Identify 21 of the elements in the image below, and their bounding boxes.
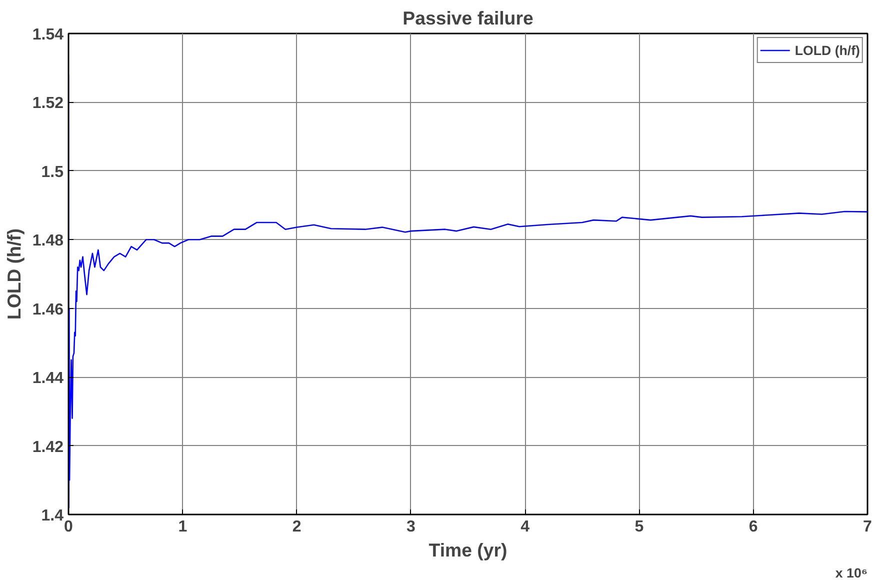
y-axis-title: LOLD (h/f) (3, 228, 24, 320)
y-tick-label: 1.46 (32, 301, 64, 318)
x-tick-label: 2 (292, 518, 302, 536)
y-tick-label: 1.54 (32, 26, 64, 44)
y-tick-label: 1.52 (32, 95, 64, 112)
legend-label: LOLD (h/f) (794, 42, 860, 58)
y-tick-label: 1.48 (32, 232, 64, 250)
x-tick-label: 4 (520, 518, 530, 536)
text: x 10⁶ (835, 566, 868, 580)
y-tick-label: 1.44 (32, 370, 64, 388)
y-tick-label: 1.42 (32, 438, 64, 456)
x-tick-label: 0 (64, 518, 74, 536)
x-axis-title: Time (yr) (428, 540, 508, 560)
y-tick-label: 1.4 (41, 508, 64, 524)
x-tick-label: 6 (748, 518, 758, 536)
chart-title: Passive failure (402, 8, 534, 28)
x-tick-label: 3 (406, 518, 416, 536)
y-tick-label: 1.5 (41, 164, 64, 181)
x-tick-label: 1 (178, 518, 188, 536)
x-tick-label: 7 (863, 518, 872, 536)
x-tick-label: 5 (634, 518, 644, 536)
